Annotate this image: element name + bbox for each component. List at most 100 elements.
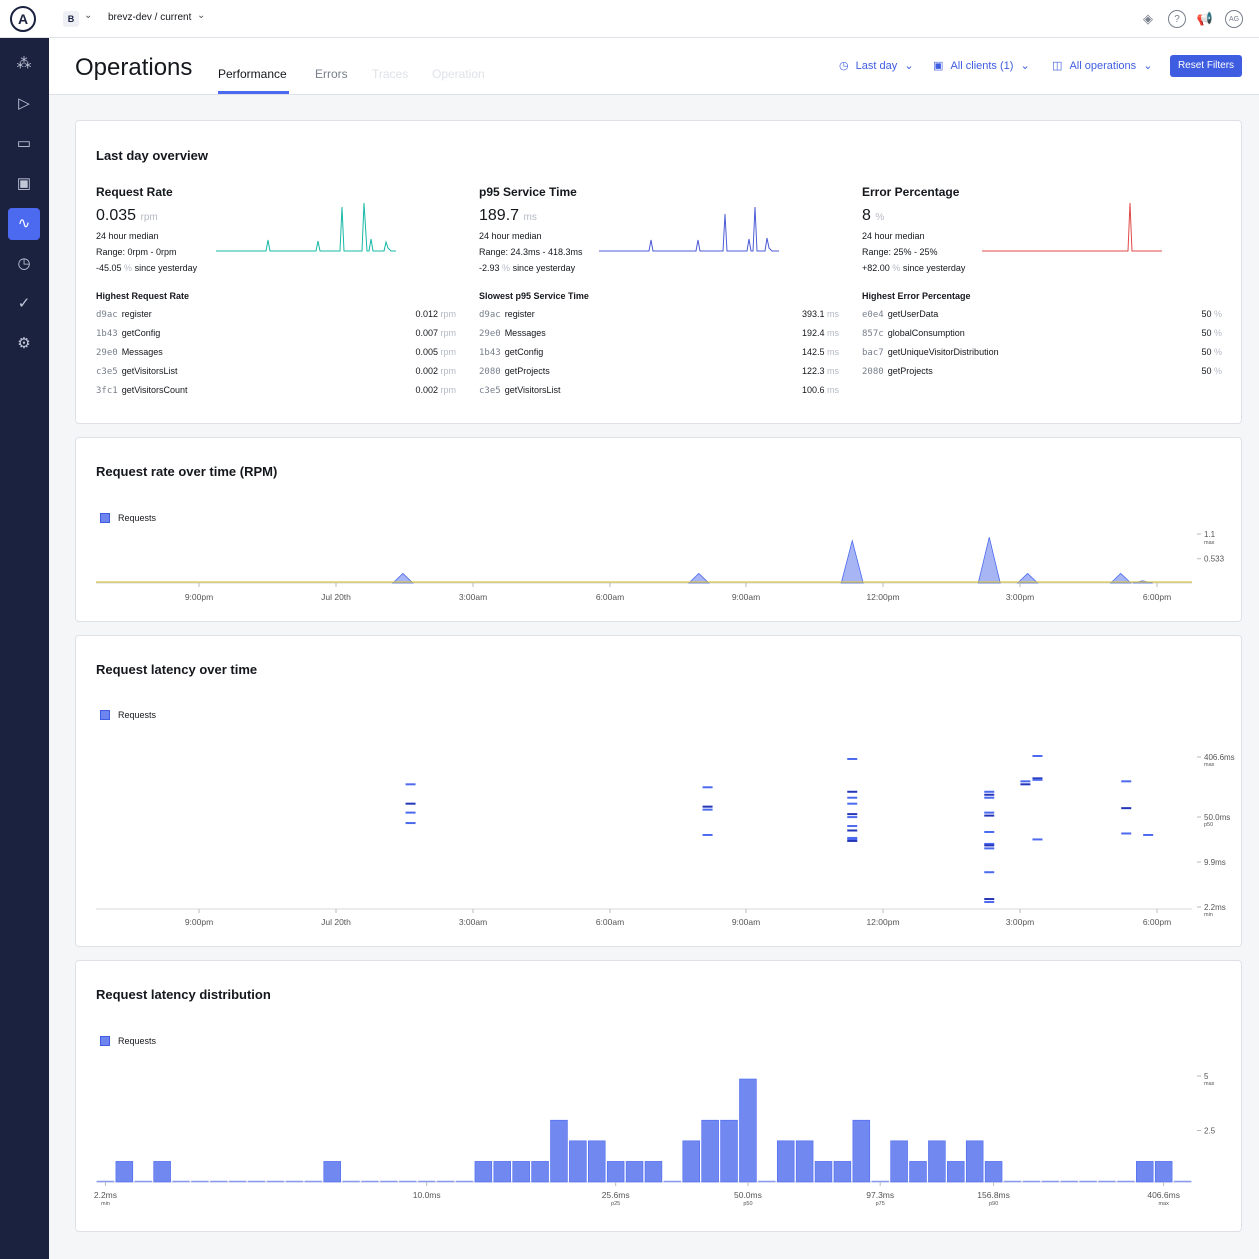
histogram-bar (172, 1180, 190, 1183)
apollo-logo[interactable]: A (10, 6, 36, 32)
heatmap-cell (847, 796, 858, 799)
histogram-bar (512, 1161, 530, 1183)
latency-distribution-card: Request latency distribution Requests 2.… (75, 960, 1242, 1232)
heatmap-cell (847, 825, 858, 828)
stat-range: Range: 25% - 25% (862, 247, 938, 257)
list-heading: Highest Request Rate (96, 291, 190, 301)
stat-value: 189.7 ms (479, 207, 537, 224)
histogram-bar (1173, 1180, 1192, 1183)
clients-filter[interactable]: ▣ All clients (1) ⌄ (933, 59, 1030, 72)
y-tick-label: 5 (1204, 1072, 1209, 1081)
list-item[interactable]: 2080 getProjects 122.3 ms (479, 366, 839, 377)
x-tick-label: 6:00pm (1143, 917, 1171, 927)
histogram-bar (1003, 1180, 1022, 1183)
x-tick-label: 3:00pm (1006, 592, 1034, 602)
heatmap-cell (847, 839, 858, 842)
x-tick-label: 6:00pm (1143, 592, 1171, 602)
histogram-bar (361, 1180, 379, 1183)
clients-icon[interactable]: ▣ (16, 175, 32, 192)
explorer-icon[interactable]: ▷ (18, 95, 30, 112)
list-heading: Highest Error Percentage (862, 291, 971, 301)
list-item[interactable]: bac7 getUniqueVisitorDistribution 50 % (862, 347, 1222, 358)
x-tick-label: 6:00am (596, 917, 624, 927)
chevron-down-icon[interactable]: ⌄ (84, 10, 93, 21)
reset-filters-button[interactable]: Reset Filters (1170, 55, 1242, 77)
stat-value: 8 % (862, 207, 885, 224)
heatmap-cell (405, 783, 416, 786)
y-tick-sublabel: min (1204, 912, 1213, 918)
chart-peak (1016, 572, 1039, 584)
overview-title: Last day overview (96, 148, 208, 163)
heatmap-cell (847, 816, 858, 819)
histogram-bar (134, 1180, 152, 1183)
tab-traces[interactable]: Traces (372, 67, 409, 81)
tab-operation[interactable]: Operation (432, 67, 485, 81)
histogram-bar (814, 1161, 833, 1183)
x-tick-label: Jul 20th (321, 917, 351, 927)
avatar[interactable]: AG (1225, 10, 1243, 28)
chevron-down-icon: ⌄ (904, 60, 914, 72)
x-tick-sublabel: p25 (611, 1201, 620, 1207)
schema-reference-icon[interactable]: ▭ (16, 135, 32, 152)
chart-legend[interactable]: Requests (100, 513, 156, 523)
request-rate-card: Request rate over time (RPM) Requests 9:… (75, 437, 1242, 622)
chart-legend[interactable]: Requests (100, 710, 156, 720)
histogram-bar (833, 1161, 852, 1183)
histogram-bar (984, 1161, 1003, 1183)
histogram-bar (285, 1180, 304, 1183)
history-icon[interactable]: ◷ (17, 255, 31, 272)
x-tick-sublabel: min (101, 1201, 110, 1207)
list-item[interactable]: 29e0 Messages 0.005 rpm (96, 347, 456, 358)
checks-icon[interactable]: ✓ (17, 295, 31, 312)
time-filter[interactable]: ◷ Last day ⌄ (839, 59, 914, 72)
heatmap-cell (984, 790, 995, 793)
heatmap-cell (1020, 780, 1031, 783)
list-item[interactable]: d9ac register 393.1 ms (479, 309, 839, 320)
list-item[interactable]: d9ac register 0.012 rpm (96, 309, 456, 320)
page-header: Operations Performance Errors Traces Ope… (49, 38, 1259, 95)
histogram-bar (909, 1161, 927, 1183)
chart-title: Request rate over time (RPM) (96, 464, 278, 479)
y-tick-label: 0.533 (1204, 555, 1225, 564)
x-tick-label: 9:00pm (185, 592, 213, 602)
list-item[interactable]: 857c globalConsumption 50 % (862, 328, 1222, 339)
x-tick-label: 50.0ms (734, 1190, 762, 1200)
announcement-icon[interactable]: 📢 (1196, 11, 1214, 26)
list-item[interactable]: 29e0 Messages 192.4 ms (479, 328, 839, 339)
histogram-bar (455, 1180, 474, 1183)
heatmap-cell (847, 838, 858, 841)
histogram-bar (1079, 1180, 1097, 1183)
graph-variant-selector[interactable]: brevz-dev / current (108, 12, 192, 23)
heatmap-cell (984, 871, 995, 874)
histogram-bar (115, 1161, 134, 1183)
histogram-bar (625, 1161, 644, 1183)
list-item[interactable]: c3e5 getVisitorsList 100.6 ms (479, 385, 839, 396)
tab-errors[interactable]: Errors (315, 67, 348, 81)
list-item[interactable]: e0e4 getUserData 50 % (862, 309, 1222, 320)
graph-icon[interactable]: ⁂ (16, 55, 32, 72)
chart-legend[interactable]: Requests (100, 1036, 156, 1046)
chevron-down-icon[interactable]: ⌄ (197, 10, 206, 21)
tab-performance[interactable]: Performance (218, 67, 287, 81)
legend-swatch (100, 513, 110, 523)
y-tick-sublabel: max (1204, 762, 1215, 768)
legend-swatch (100, 710, 110, 720)
list-item[interactable]: 1b43 getConfig 142.5 ms (479, 347, 839, 358)
heatmap-cell (984, 898, 995, 901)
operations-icon[interactable]: ∿ (8, 208, 40, 240)
histogram-bar (663, 1180, 682, 1183)
graph-badge[interactable]: B (63, 11, 79, 27)
settings-icon[interactable]: ⚙ (17, 335, 31, 352)
histogram-bar (531, 1161, 549, 1183)
histogram-bar (191, 1180, 209, 1183)
histogram-bar (247, 1180, 266, 1183)
operations-filter[interactable]: ◫ All operations ⌄ (1052, 59, 1152, 72)
list-item[interactable]: c3e5 getVisitorsList 0.002 rpm (96, 366, 456, 377)
heatmap-cell (984, 842, 995, 845)
schema-icon[interactable]: ◈ (1143, 11, 1153, 26)
list-item[interactable]: 3fc1 getVisitorsCount 0.002 rpm (96, 385, 456, 396)
histogram-bar (644, 1161, 663, 1183)
help-icon[interactable]: ? (1168, 10, 1186, 28)
list-item[interactable]: 1b43 getConfig 0.007 rpm (96, 328, 456, 339)
list-item[interactable]: 2080 getProjects 50 % (862, 366, 1222, 377)
